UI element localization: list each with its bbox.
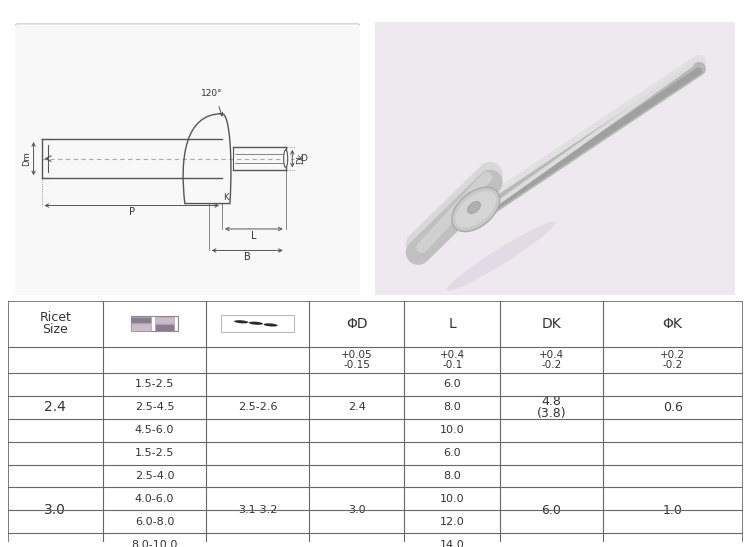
Bar bbox=[130, 316, 178, 331]
Text: 6.0-8.0: 6.0-8.0 bbox=[135, 517, 174, 527]
Text: 1.0: 1.0 bbox=[663, 504, 682, 517]
Ellipse shape bbox=[234, 320, 248, 323]
Text: -0.1: -0.1 bbox=[442, 360, 462, 370]
Text: Ricet: Ricet bbox=[39, 311, 71, 324]
Text: 1.5-2.5: 1.5-2.5 bbox=[135, 448, 174, 458]
Text: 10.0: 10.0 bbox=[440, 494, 464, 504]
Text: 6.0: 6.0 bbox=[443, 380, 461, 389]
Text: 3.1-3.2: 3.1-3.2 bbox=[238, 505, 277, 515]
Ellipse shape bbox=[452, 187, 500, 231]
Text: Dk: Dk bbox=[296, 153, 305, 164]
Text: -0.2: -0.2 bbox=[662, 360, 682, 370]
Text: 14.0: 14.0 bbox=[440, 539, 464, 547]
Text: 3.0: 3.0 bbox=[44, 503, 66, 517]
Text: 10.0: 10.0 bbox=[440, 425, 464, 435]
Text: 8.0: 8.0 bbox=[443, 471, 461, 481]
Text: B: B bbox=[244, 252, 250, 262]
Text: 3.0: 3.0 bbox=[348, 505, 365, 515]
Bar bbox=[220, 315, 294, 332]
Text: +0.2: +0.2 bbox=[660, 350, 686, 359]
Text: Dm: Dm bbox=[22, 152, 32, 166]
Text: L: L bbox=[251, 231, 257, 241]
Text: -0.15: -0.15 bbox=[344, 360, 370, 370]
Ellipse shape bbox=[455, 191, 497, 228]
FancyBboxPatch shape bbox=[371, 18, 739, 299]
Text: L: L bbox=[448, 317, 456, 331]
Text: P: P bbox=[129, 207, 135, 217]
Text: 8.0-10.0: 8.0-10.0 bbox=[131, 539, 178, 547]
Ellipse shape bbox=[446, 222, 556, 291]
Text: 0.6: 0.6 bbox=[663, 401, 682, 414]
Text: 2.4: 2.4 bbox=[348, 403, 365, 412]
Text: K: K bbox=[224, 193, 229, 202]
Text: +0.4: +0.4 bbox=[440, 350, 465, 359]
Text: 8.0: 8.0 bbox=[443, 403, 461, 412]
Text: 2.5-4.0: 2.5-4.0 bbox=[135, 471, 174, 481]
Bar bbox=[131, 324, 151, 330]
FancyBboxPatch shape bbox=[13, 24, 362, 298]
Text: 2.4: 2.4 bbox=[44, 400, 66, 414]
Text: (3.8): (3.8) bbox=[536, 407, 566, 420]
Text: 4.0-6.0: 4.0-6.0 bbox=[135, 494, 174, 504]
Text: 6.0: 6.0 bbox=[443, 448, 461, 458]
Text: D: D bbox=[300, 154, 307, 163]
Text: Size: Size bbox=[43, 323, 68, 336]
Ellipse shape bbox=[249, 322, 263, 325]
Text: 12.0: 12.0 bbox=[440, 517, 464, 527]
Text: DK: DK bbox=[542, 317, 561, 331]
Ellipse shape bbox=[263, 323, 278, 327]
Text: 2.5-2.6: 2.5-2.6 bbox=[238, 403, 278, 412]
Text: 2.5-4.5: 2.5-4.5 bbox=[135, 403, 174, 412]
Text: +0.05: +0.05 bbox=[340, 350, 373, 359]
Text: 4.5-6.0: 4.5-6.0 bbox=[135, 425, 174, 435]
Ellipse shape bbox=[284, 150, 288, 167]
Ellipse shape bbox=[467, 201, 481, 213]
Text: -0.2: -0.2 bbox=[542, 360, 562, 370]
Text: 4.8: 4.8 bbox=[542, 395, 561, 408]
Text: +0.4: +0.4 bbox=[538, 350, 564, 359]
Text: ΦK: ΦK bbox=[663, 317, 682, 331]
Bar bbox=[154, 317, 174, 323]
Bar bbox=[154, 324, 174, 330]
Text: 120°: 120° bbox=[200, 89, 222, 98]
Text: 6.0: 6.0 bbox=[542, 504, 561, 517]
Text: ΦD: ΦD bbox=[346, 317, 368, 331]
Bar bbox=[131, 317, 151, 323]
Text: 1.5-2.5: 1.5-2.5 bbox=[135, 380, 174, 389]
